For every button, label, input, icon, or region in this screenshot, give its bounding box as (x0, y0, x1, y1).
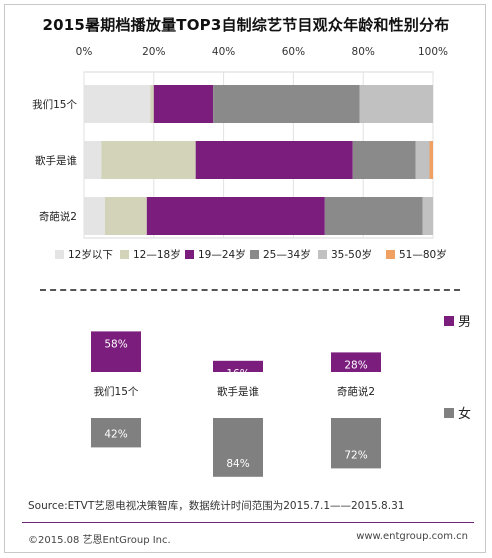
legend-swatch (250, 250, 259, 259)
legend-label: 女 (458, 406, 471, 422)
category-label: 歌手是谁 (217, 385, 259, 398)
bar-segment (84, 197, 105, 235)
gender-distribution-chart: 58% 我们15个 42% 16% 歌手是谁 84% 28% 奇葩说2 72% 男女 (91, 315, 471, 477)
legend-swatch (318, 250, 327, 259)
legend-swatch (444, 408, 454, 418)
copyright-text: ©2015.08 艺恩EntGroup Inc. (28, 535, 171, 546)
bar-segment (104, 197, 147, 235)
bar-segment (150, 85, 154, 123)
legend-swatch (386, 250, 395, 259)
bar-segment (324, 197, 423, 235)
legend-label: 12岁以下 (68, 248, 113, 261)
x-tick-label: 0% (76, 46, 93, 58)
bar-segment (213, 85, 360, 123)
bar-segment (146, 197, 325, 235)
category-label: 歌手是谁 (35, 154, 77, 167)
legend-label: 25—34岁 (263, 248, 311, 261)
x-tick-label: 60% (282, 46, 305, 58)
x-tick-label: 40% (212, 46, 235, 58)
female-bar (213, 418, 263, 477)
source-note: Source:ETVT艺恩电视决策智库，数据统计时间范围为2015.7.1——2… (28, 500, 405, 512)
legend-label: 19—24岁 (198, 248, 246, 261)
bar-segment (153, 85, 214, 123)
bar-segment (84, 85, 151, 123)
male-bar (91, 331, 141, 372)
bar-segment (359, 85, 433, 123)
x-tick-label: 80% (352, 46, 375, 58)
x-tick-label: 100% (418, 46, 448, 58)
category-label: 我们15个 (94, 385, 139, 398)
bar-segment (429, 141, 433, 179)
footer-divider (22, 522, 474, 523)
section-divider (40, 289, 460, 291)
female-bar (91, 418, 141, 448)
female-bar (331, 418, 381, 469)
bar-segment (195, 141, 353, 179)
male-bar (331, 352, 381, 372)
category-label: 我们15个 (32, 98, 77, 111)
male-value-label: 28% (344, 359, 367, 371)
website-link[interactable]: www.entgroup.com.cn (356, 531, 468, 542)
bar-segment (415, 141, 430, 179)
legend-label: 12—18岁 (133, 248, 181, 261)
bar-segment (352, 141, 416, 179)
legend-label: 51—80岁 (399, 248, 447, 261)
legend-swatch (444, 316, 454, 326)
male-value-label: 58% (104, 338, 127, 350)
male-value-label: 16% (226, 368, 249, 380)
legend-label: 35-50岁 (331, 248, 372, 261)
x-tick-label: 20% (142, 46, 165, 58)
chart-title: 2015暑期档播放量TOP3自制综艺节目观众年龄和性别分布 (42, 16, 450, 34)
frame (4, 4, 486, 553)
bar-segment (84, 141, 102, 179)
category-label: 奇葩说2 (337, 385, 375, 398)
legend-swatch (120, 250, 129, 259)
female-value-label: 42% (104, 428, 127, 440)
female-value-label: 72% (344, 449, 367, 461)
male-bar (213, 360, 263, 372)
category-label: 奇葩说2 (39, 210, 77, 223)
legend-label: 男 (458, 315, 471, 330)
female-value-label: 84% (226, 458, 249, 470)
bar-segment (422, 197, 433, 235)
bar-segment (101, 141, 196, 179)
legend-swatch (185, 250, 194, 259)
legend-swatch (55, 250, 64, 259)
